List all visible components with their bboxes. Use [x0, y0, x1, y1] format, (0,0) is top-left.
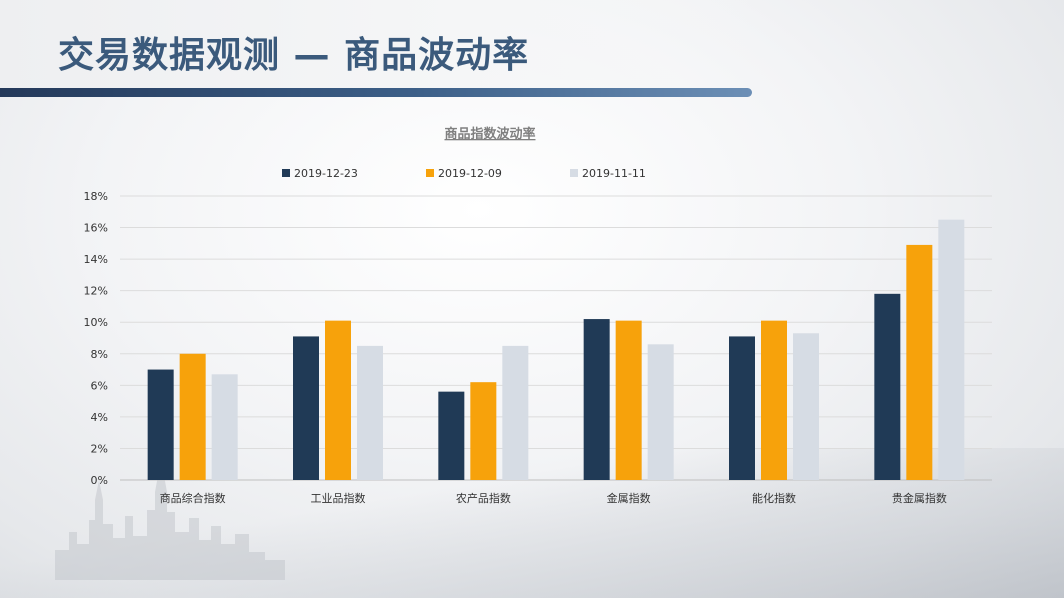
y-axis-ticks: 0% 2% 4% 6% 8% 10% 12% 14% 16% 18%: [84, 190, 108, 487]
x-axis-categories: 商品综合指数 工业品指数 农产品指数 金属指数 能化指数 贵金属指数: [160, 491, 947, 505]
legend-swatch: [426, 169, 434, 177]
bars: [147, 219, 965, 480]
legend-label: 2019-11-11: [582, 167, 646, 180]
header-band: [0, 0, 760, 92]
bar: [729, 336, 755, 480]
bar: [761, 320, 787, 480]
bar: [615, 320, 642, 480]
bar: [470, 382, 497, 480]
bar: [938, 219, 965, 480]
y-tick-label: 12%: [84, 285, 108, 298]
x-category-label: 金属指数: [607, 491, 651, 505]
city-skyline-decoration: [55, 452, 285, 580]
bar: [874, 293, 901, 480]
page-title: 交易数据观测 — 商品波动率: [58, 35, 530, 76]
y-tick-label: 14%: [84, 253, 108, 266]
legend-swatch: [282, 169, 290, 177]
y-tick-label: 0%: [91, 474, 108, 487]
bar: [438, 391, 465, 480]
chart-title: 商品指数波动率: [444, 126, 535, 142]
bar: [357, 345, 383, 480]
y-tick-label: 10%: [84, 316, 108, 329]
y-tick-label: 18%: [84, 190, 108, 203]
x-category-label: 农产品指数: [456, 491, 511, 505]
bar: [325, 320, 351, 480]
legend: 2019-12-23 2019-12-09 2019-11-11: [282, 167, 646, 180]
bar: [583, 319, 610, 480]
x-category-label: 商品综合指数: [160, 491, 226, 505]
y-tick-label: 6%: [91, 379, 108, 392]
legend-swatch: [570, 169, 578, 177]
bar: [293, 336, 319, 480]
bar: [502, 345, 529, 480]
y-tick-label: 8%: [91, 348, 108, 361]
bar: [211, 374, 238, 480]
y-tick-label: 4%: [91, 411, 108, 424]
bar: [906, 244, 933, 480]
y-tick-label: 2%: [91, 442, 108, 455]
y-tick-label: 16%: [84, 222, 108, 235]
x-category-label: 工业品指数: [311, 491, 366, 505]
title-underline: [0, 88, 752, 97]
x-category-label: 贵金属指数: [892, 491, 947, 505]
legend-label: 2019-12-23: [294, 167, 358, 180]
legend-label: 2019-12-09: [438, 167, 502, 180]
x-category-label: 能化指数: [752, 491, 796, 505]
bar: [147, 369, 174, 480]
gridlines: [120, 195, 992, 481]
bar: [793, 333, 819, 480]
bar: [647, 344, 674, 480]
bar: [179, 353, 206, 480]
